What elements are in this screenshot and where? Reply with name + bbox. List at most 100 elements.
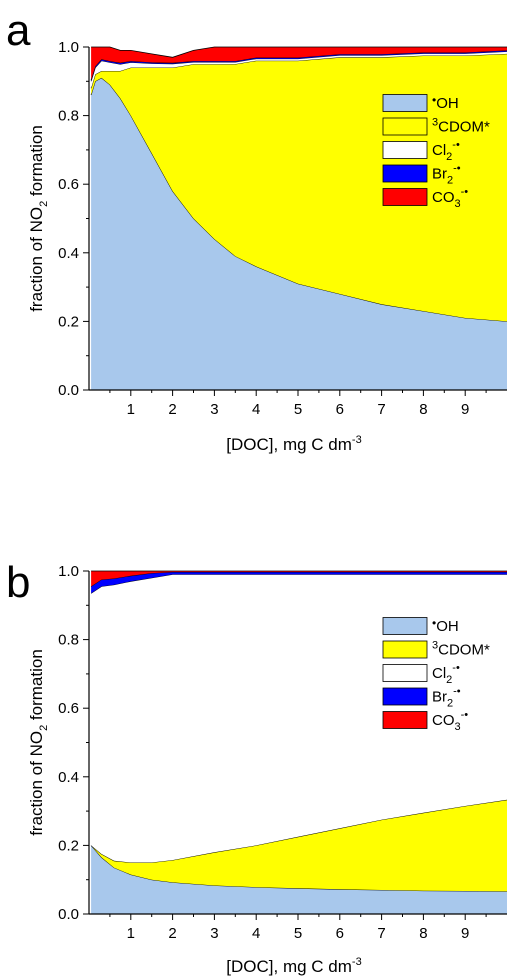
x-axis-title-sup: -3 bbox=[352, 956, 362, 968]
y-axis-title: fraction of NO2 formation bbox=[27, 125, 50, 312]
x-tick-label: 2 bbox=[168, 401, 176, 418]
panel-letter: a bbox=[6, 6, 31, 55]
x-tick-label: 3 bbox=[210, 925, 218, 942]
x-tick-label: 6 bbox=[336, 925, 344, 942]
legend-label-main: Cl bbox=[432, 142, 446, 159]
legend-label-Br2: Br2-• bbox=[432, 163, 461, 187]
y-axis-title-pre: fraction of NO bbox=[27, 207, 46, 312]
legend-swatch-OH bbox=[382, 617, 428, 635]
legend-label-main: OH bbox=[436, 618, 459, 635]
x-axis-title-main: [DOC], mg C dm bbox=[226, 435, 352, 454]
legend-label-main: CO bbox=[432, 189, 455, 206]
legend-label-CO3: CO3-• bbox=[432, 709, 468, 733]
legend-label-Cl2: Cl2-• bbox=[432, 139, 460, 163]
legend-swatch-Cl2 bbox=[382, 664, 428, 682]
x-tick-label: 1 bbox=[127, 925, 135, 942]
x-tick-label: 5 bbox=[294, 925, 302, 942]
legend-label-main: CO bbox=[432, 712, 455, 729]
legend-label-presup: 3 bbox=[432, 640, 438, 652]
x-tick-label: 1 bbox=[127, 401, 135, 418]
x-tick-label: 9 bbox=[461, 401, 469, 418]
legend-label-sub: 2 bbox=[446, 151, 452, 163]
legend-label-Br2: Br2-• bbox=[432, 686, 461, 710]
y-tick-label: 1.0 bbox=[58, 563, 79, 580]
y-axis-title-sub: 2 bbox=[38, 201, 50, 207]
y-tick-label: 0.2 bbox=[58, 313, 79, 330]
x-tick-label: 7 bbox=[377, 401, 385, 418]
legend-label-sub: 2 bbox=[447, 698, 453, 710]
y-tick-label: 1.0 bbox=[58, 39, 79, 56]
legend-label-main: CDOM* bbox=[438, 642, 490, 659]
legend-swatch-CDOM bbox=[382, 117, 428, 136]
chart-panel-b: 0.00.20.40.60.81.01 2 3 4 5 6 7 8 9b[DOC], mg C … bbox=[6, 558, 507, 976]
area-OH bbox=[91, 845, 507, 914]
legend-label-Cl2: Cl2-• bbox=[432, 662, 460, 686]
y-tick-label: 0.8 bbox=[58, 632, 79, 649]
legend-swatch-Cl2 bbox=[382, 141, 428, 159]
area-OH bbox=[91, 77, 507, 391]
x-tick-label: 9 bbox=[461, 925, 469, 942]
legend-swatch-OH bbox=[382, 94, 428, 112]
x-axis-title: [DOC], mg C dm-3 bbox=[226, 434, 361, 454]
y-tick-label: 0.0 bbox=[58, 906, 79, 923]
x-axis-title-sup: -3 bbox=[352, 434, 362, 446]
legend-label-bullet: • bbox=[432, 616, 436, 630]
legend-label-main: OH bbox=[436, 95, 459, 112]
legend-label-sub: 2 bbox=[447, 175, 453, 187]
legend-swatch-Br2 bbox=[382, 164, 428, 183]
legend-label-presup: 3 bbox=[432, 117, 438, 129]
legend-label-sub: 2 bbox=[446, 674, 452, 686]
x-tick-label: 8 bbox=[419, 401, 427, 418]
legend-swatch-CO3 bbox=[382, 711, 428, 729]
legend-label-sup: -• bbox=[452, 139, 460, 151]
x-tick-label: 5 bbox=[294, 401, 302, 418]
area-CDOM bbox=[91, 799, 507, 892]
chart-panel-a: 0.00.20.40.60.81.01 2 3 4 5 6 7 8 9a[DOC], mg C … bbox=[6, 6, 507, 454]
legend-swatch-CDOM bbox=[382, 640, 428, 659]
area-Br2 bbox=[91, 572, 507, 594]
legend-label-bullet: • bbox=[432, 93, 436, 107]
legend-label-sup: -• bbox=[452, 662, 460, 674]
legend-label-CDOM: 3CDOM* bbox=[432, 117, 490, 136]
y-tick-label: 0.4 bbox=[58, 245, 79, 262]
legend-label-sup: -• bbox=[453, 686, 461, 698]
x-tick-label: 8 bbox=[419, 925, 427, 942]
legend-label-sub: 3 bbox=[455, 721, 461, 733]
legend-label-sup: -• bbox=[461, 186, 469, 198]
legend-swatch-CO3 bbox=[382, 188, 428, 206]
y-tick-label: 0.0 bbox=[58, 382, 79, 399]
y-axis-title-pre: fraction of NO bbox=[27, 731, 46, 836]
legend-label-CO3: CO3-• bbox=[432, 186, 468, 210]
x-tick-label: 4 bbox=[252, 401, 260, 418]
x-axis-title: [DOC], mg C dm-3 bbox=[226, 956, 361, 976]
legend-label-OH: •OH bbox=[432, 616, 459, 635]
x-axis-title-main: [DOC], mg C dm bbox=[226, 957, 352, 976]
y-axis-title-post: formation bbox=[27, 125, 46, 201]
legend-label-sub: 3 bbox=[455, 198, 461, 210]
area-CO3 bbox=[91, 571, 507, 587]
legend-swatch-Br2 bbox=[382, 687, 428, 706]
legend-label-main: Cl bbox=[432, 665, 446, 682]
y-tick-label: 0.4 bbox=[58, 769, 79, 786]
boundary-CO3 bbox=[91, 46, 507, 58]
y-tick-label: 0.8 bbox=[58, 108, 79, 125]
legend-label-main: CDOM* bbox=[438, 119, 490, 136]
legend-label-sup: -• bbox=[461, 709, 469, 721]
legend-label-main: Br bbox=[432, 166, 447, 183]
legend-label-CDOM: 3CDOM* bbox=[432, 640, 490, 659]
panel-letter: b bbox=[6, 558, 30, 607]
area-CO3 bbox=[91, 47, 507, 80]
legend-label-main: Br bbox=[432, 689, 447, 706]
x-tick-label: 3 bbox=[210, 401, 218, 418]
y-axis-title: fraction of NO2 formation bbox=[27, 649, 50, 836]
y-tick-label: 0.6 bbox=[58, 176, 79, 193]
x-tick-label: 4 bbox=[252, 925, 260, 942]
y-tick-label: 0.2 bbox=[58, 837, 79, 854]
x-tick-label: 2 bbox=[168, 925, 176, 942]
x-tick-label: 7 bbox=[377, 925, 385, 942]
y-axis-title-sub: 2 bbox=[38, 725, 50, 731]
y-axis-title-post: formation bbox=[27, 649, 46, 725]
